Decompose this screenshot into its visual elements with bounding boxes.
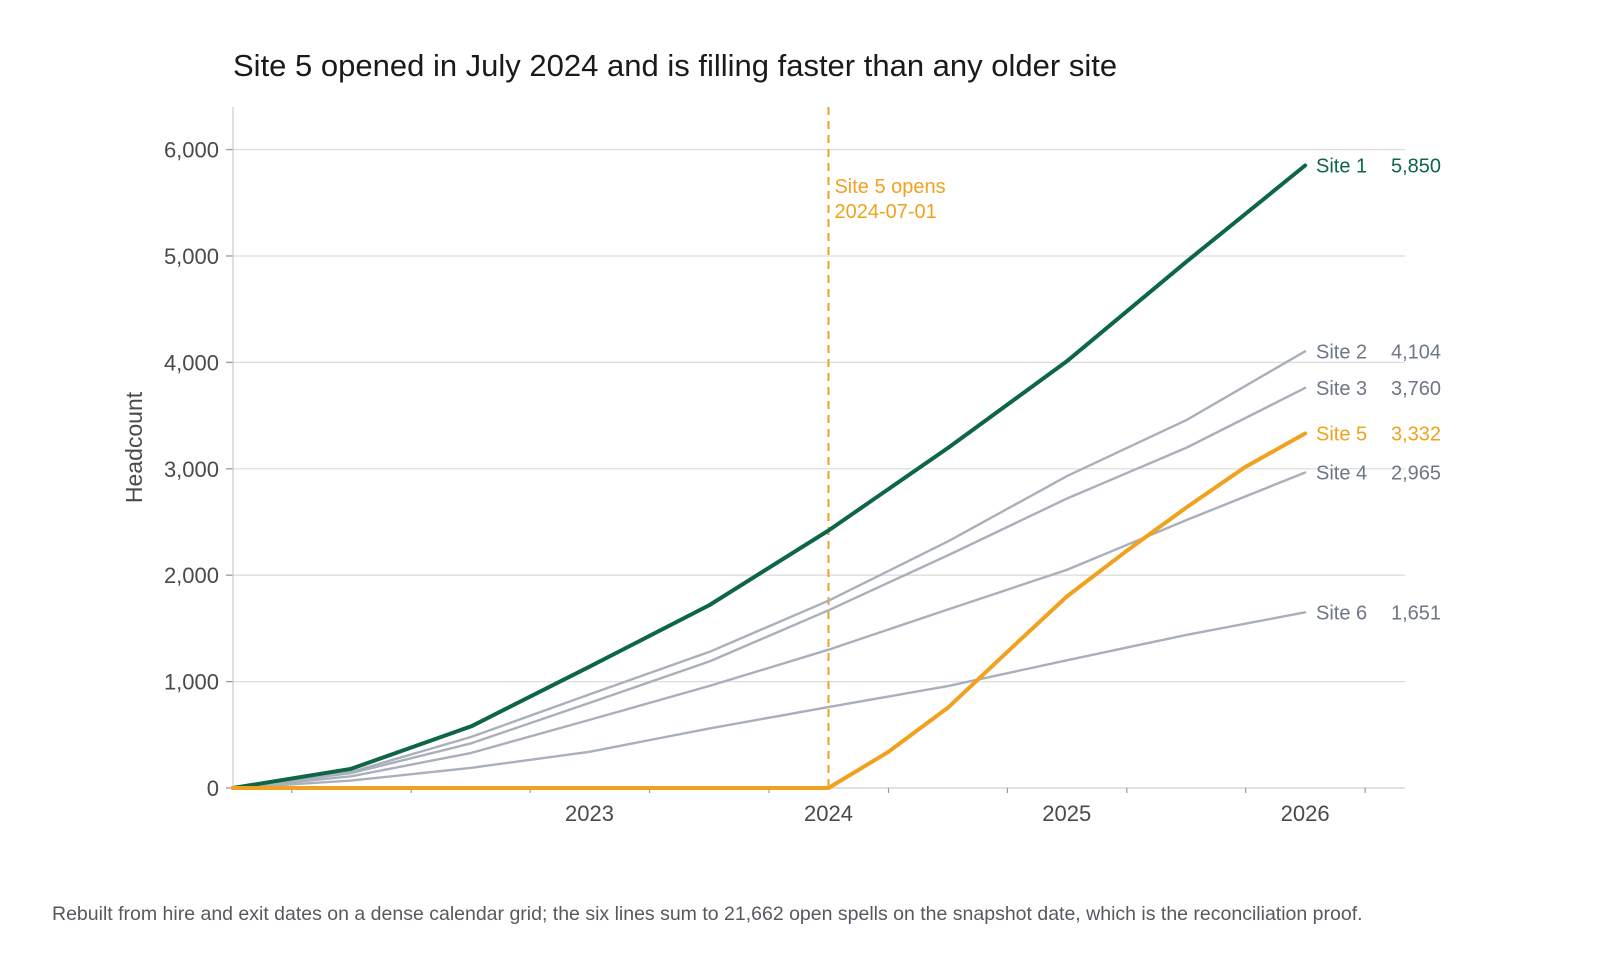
x-tick-label: 2025: [1042, 801, 1091, 826]
end-labels: Site 1 5,850 Site 2 4,104 Site 3 3,760 Site 5 3…: [1316, 156, 1441, 625]
y-tick-label: 4,000: [164, 350, 219, 375]
series-name-site-1: Site 1: [1316, 156, 1367, 178]
series: [231, 163, 1308, 790]
annotation: Site 5 opens 2024-07-01: [827, 107, 946, 788]
series-line-site-3: [231, 386, 1307, 790]
y-tick-label: 2,000: [164, 563, 219, 588]
series-end-value-site-3: 3,760: [1391, 378, 1441, 400]
series-end-value-site-4: 2,965: [1391, 463, 1441, 485]
series-name-site-4: Site 4: [1316, 463, 1367, 485]
series-line-site-1: [231, 163, 1308, 790]
series-name-site-5: Site 5: [1316, 423, 1367, 445]
y-tick-label: 0: [207, 776, 219, 801]
series-line-site-4: [231, 471, 1307, 790]
caption: Rebuilt from hire and exit dates on a de…: [52, 903, 1363, 925]
series-end-value-site-6: 1,651: [1391, 602, 1441, 624]
grid: [233, 148, 1405, 683]
annotation-date: 2024-07-01: [834, 201, 936, 223]
y-tick-label: 1,000: [164, 670, 219, 695]
series-end-value-site-5: 3,332: [1391, 423, 1441, 445]
annotation-label: Site 5 opens: [834, 176, 945, 198]
series-line-site-2: [231, 350, 1307, 790]
series-name-site-3: Site 3: [1316, 378, 1367, 400]
series-end-value-site-2: 4,104: [1391, 341, 1441, 363]
series-name-site-6: Site 6: [1316, 602, 1367, 624]
series-line-site-5: [231, 431, 1308, 790]
series-end-value-site-1: 5,850: [1391, 156, 1441, 178]
y-tick-label: 6,000: [164, 138, 219, 163]
y-tick-label: 3,000: [164, 457, 219, 482]
chart-title: Site 5 opened in July 2024 and is fillin…: [233, 48, 1117, 83]
y-axis-title: Headcount: [121, 391, 147, 503]
x-tick-label: 2024: [804, 801, 853, 826]
series-line-site-6: [231, 611, 1307, 790]
x-tick-label: 2023: [565, 801, 614, 826]
series-name-site-2: Site 2: [1316, 341, 1367, 363]
y-tick-label: 5,000: [164, 244, 219, 269]
x-tick-label: 2026: [1281, 801, 1330, 826]
axes: 0 1,000 2,000 3,000 4,000 5,000 6,000 2023 2024 2…: [164, 107, 1405, 826]
